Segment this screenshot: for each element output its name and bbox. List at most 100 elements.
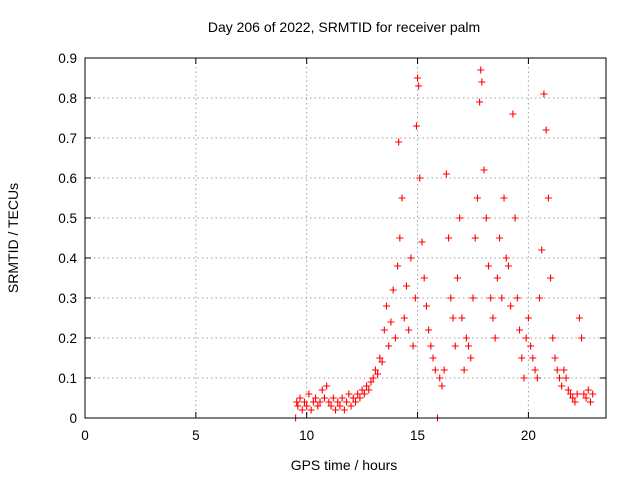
data-point [482, 214, 490, 222]
data-point [300, 398, 308, 406]
data-point [395, 138, 403, 146]
data-point [522, 334, 530, 342]
data-point [438, 382, 446, 390]
data-point [431, 366, 439, 374]
data-point [422, 302, 430, 310]
data-point [500, 194, 508, 202]
data-point [445, 234, 453, 242]
data-point [453, 274, 461, 282]
data-point [551, 354, 559, 362]
data-point [507, 302, 515, 310]
y-tick-label: 0.5 [58, 211, 77, 226]
data-point [307, 406, 315, 414]
data-point [305, 390, 313, 398]
data-point [338, 394, 346, 402]
data-point [293, 398, 301, 406]
data-point [493, 274, 501, 282]
data-point [586, 398, 594, 406]
data-point [480, 166, 488, 174]
data-point [329, 394, 337, 402]
y-tick-label: 0.3 [58, 291, 77, 306]
data-point [318, 386, 326, 394]
data-point [323, 382, 331, 390]
data-point [316, 398, 324, 406]
x-tick-label: 10 [299, 428, 314, 443]
data-point [387, 318, 395, 326]
data-point [580, 390, 588, 398]
data-point [547, 274, 555, 282]
data-point [465, 342, 473, 350]
x-tick-label: 15 [410, 428, 425, 443]
data-point [391, 334, 399, 342]
data-point [589, 390, 597, 398]
data-point [564, 386, 572, 394]
data-point [462, 334, 470, 342]
data-point [440, 366, 448, 374]
data-point [573, 390, 581, 398]
data-point [351, 398, 359, 406]
data-point [369, 374, 377, 382]
data-point [332, 406, 340, 414]
data-point [458, 314, 466, 322]
y-tick-label: 0.9 [58, 51, 77, 66]
y-tick-label: 0.2 [58, 331, 77, 346]
data-point [343, 398, 351, 406]
data-point [571, 398, 579, 406]
data-point [516, 326, 524, 334]
data-point [380, 326, 388, 334]
data-point [460, 366, 468, 374]
data-point [402, 282, 410, 290]
data-point [360, 390, 368, 398]
data-point [411, 294, 419, 302]
data-point [524, 314, 532, 322]
data-point [535, 294, 543, 302]
data-point [436, 374, 444, 382]
data-point [415, 82, 423, 90]
data-point [447, 294, 455, 302]
data-point [407, 254, 415, 262]
data-point [378, 358, 386, 366]
data-point [389, 286, 397, 294]
data-point [427, 342, 435, 350]
data-point [354, 390, 362, 398]
data-point [336, 402, 344, 410]
data-point [309, 398, 317, 406]
x-axis-label: GPS time / hours [291, 457, 398, 473]
data-point [558, 382, 566, 390]
data-point [327, 402, 335, 410]
data-point [511, 214, 519, 222]
data-point [531, 366, 539, 374]
data-point [425, 326, 433, 334]
data-point [405, 326, 413, 334]
axis-ticks: 0 0.1 0.2 0.3 0.4 0.5 0.6 0.7 0.8 0.9 0 5 10 15 20 [58, 51, 606, 443]
y-axis-label: SRMTID / TECUs [5, 183, 21, 293]
data-point [414, 74, 422, 82]
data-point [367, 378, 375, 386]
plot-frame [84, 57, 607, 419]
data-point [542, 126, 550, 134]
data-point [358, 386, 366, 394]
data-point [365, 386, 373, 394]
data-point [312, 394, 320, 402]
data-point [584, 386, 592, 394]
data-point [320, 394, 328, 402]
data-point [476, 98, 484, 106]
data-point [376, 354, 384, 362]
data-point [518, 354, 526, 362]
data-point [478, 78, 486, 86]
data-point [496, 234, 504, 242]
data-point [398, 194, 406, 202]
data-point [394, 262, 402, 270]
data-point [298, 406, 306, 414]
data-point [469, 294, 477, 302]
x-tick-label: 0 [81, 428, 89, 443]
data-point [477, 66, 485, 74]
data-point [340, 406, 348, 414]
data-point [303, 402, 311, 410]
data-point [569, 394, 577, 402]
data-point [575, 314, 583, 322]
data-points [292, 66, 597, 422]
data-point [473, 194, 481, 202]
data-point [420, 274, 428, 282]
